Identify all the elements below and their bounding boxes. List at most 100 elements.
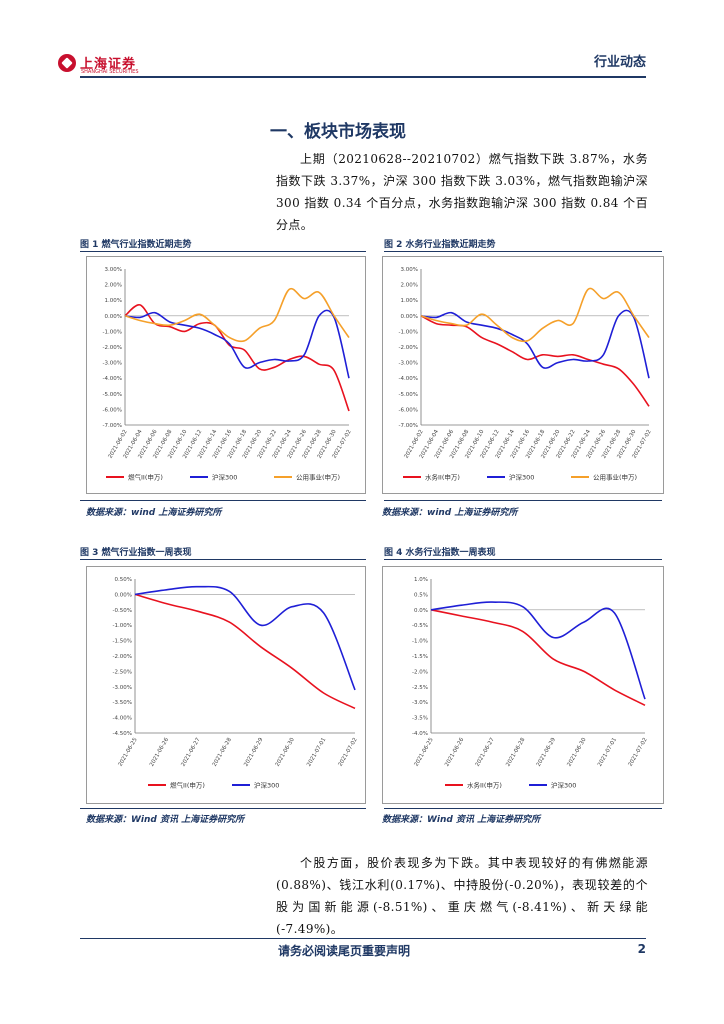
fig1-ytick-label: -1.00% bbox=[103, 329, 122, 335]
fig2-ytick-label: -4.00% bbox=[399, 376, 418, 382]
fig4-chart: 1.0% 0.5% 0.0% -0.5% -1.0% -1.5% -2.0% -2.5% -3.… bbox=[382, 566, 664, 804]
fig2-legend-label: 公用事业(申万) bbox=[593, 473, 637, 482]
fig3-ytick-label: -1.50% bbox=[113, 639, 132, 645]
fig3-ytick-label: 0.00% bbox=[115, 592, 132, 598]
fig1-ytick-label: 1.00% bbox=[105, 298, 122, 304]
fig3-legend-label: 燃气II(申万) bbox=[170, 781, 205, 790]
fig1-series-line-0 bbox=[124, 304, 350, 412]
fig3-title: 图 3 燃气行业指数一周表现 bbox=[80, 548, 192, 558]
fig3-series-line-0 bbox=[134, 593, 356, 710]
fig4-title: 图 4 水务行业指数一周表现 bbox=[384, 548, 496, 558]
fig4-xtick-label: 2021-06-25 bbox=[414, 737, 435, 768]
fig3-source: 数据来源：Wind 资讯 上海证券研究所 bbox=[86, 815, 245, 825]
fig3-xtick-label: 2021-07-01 bbox=[306, 737, 327, 768]
fig3-xtick-label: 2021-06-26 bbox=[149, 737, 170, 768]
fig4-ytick-label: -3.0% bbox=[412, 700, 428, 706]
fig2-ytick-label: -7.00% bbox=[399, 423, 418, 429]
fig2-ytick-label: -2.00% bbox=[399, 345, 418, 351]
fig1-ytick-label: -7.00% bbox=[103, 423, 122, 429]
logo-icon bbox=[58, 54, 76, 72]
fig4-ytick-label: -4.0% bbox=[412, 731, 428, 737]
fig4-ytick-label: -3.5% bbox=[412, 716, 428, 722]
fig3-src-rule bbox=[80, 808, 366, 809]
fig3-ytick-label: -2.00% bbox=[113, 654, 132, 660]
fig4-ytick-label: -0.5% bbox=[412, 623, 428, 629]
fig3-svg: 0.50% 0.00% -0.50% -1.00% -1.50% -2.00% -2.50%… bbox=[113, 577, 359, 790]
fig2-ytick-label: -5.00% bbox=[399, 392, 418, 398]
summary-paragraph: 上期（20210628--20210702）燃气指数下跌 3.87%，水务指数下… bbox=[276, 152, 648, 232]
fig1-ytick-label: -4.00% bbox=[103, 376, 122, 382]
logo-subtext: SHANGHAI SECURITIES bbox=[81, 69, 139, 75]
fig4-rule bbox=[384, 559, 662, 560]
logo-text: 上海证券 bbox=[80, 57, 137, 72]
fig3-ytick-label: -2.50% bbox=[113, 669, 132, 675]
fig2-ytick-label: 2.00% bbox=[401, 283, 418, 289]
fig2-series-line-2 bbox=[420, 287, 650, 343]
fig3-xtick-label: 2021-06-28 bbox=[212, 737, 233, 768]
fig4-ytick-label: 0.0% bbox=[414, 608, 428, 614]
fig3-xtick-label: 2021-06-29 bbox=[243, 737, 264, 768]
fig4-series-line-0 bbox=[430, 609, 646, 707]
fig2-ytick-label: 1.00% bbox=[401, 298, 418, 304]
fig2-ytick-label: 0.00% bbox=[401, 314, 418, 320]
fig3-xtick-label: 2021-06-30 bbox=[275, 737, 296, 768]
fig1-legend-label: 沪深300 bbox=[212, 473, 237, 482]
fig4-ytick-label: -1.5% bbox=[412, 654, 428, 660]
fig3-xtick-label: 2021-06-25 bbox=[118, 737, 139, 768]
fig3-series-line-1 bbox=[134, 585, 356, 691]
fig2-legend-label: 水务II(申万) bbox=[425, 473, 460, 482]
fig1-series-line-1 bbox=[124, 309, 350, 379]
fig2-ytick-label: -1.00% bbox=[399, 329, 418, 335]
fig3-legend-label: 沪深300 bbox=[254, 781, 279, 790]
fig4-source: 数据来源：Wind 资讯 上海证券研究所 bbox=[382, 815, 541, 825]
fig4-xtick-label: 2021-06-30 bbox=[566, 737, 587, 768]
fig4-xtick-label: 2021-07-01 bbox=[597, 737, 618, 768]
fig1-source: 数据来源：wind 上海证券研究所 bbox=[86, 508, 222, 518]
fig3-rule bbox=[80, 559, 366, 560]
fig1-ytick-label: -2.00% bbox=[103, 345, 122, 351]
fig2-ytick-label: -6.00% bbox=[399, 407, 418, 413]
report-category: 行业动态 bbox=[593, 55, 646, 70]
fig2-source: 数据来源：wind 上海证券研究所 bbox=[382, 508, 518, 518]
fig1-ytick-label: -3.00% bbox=[103, 361, 122, 367]
fig4-xtick-label: 2021-07-02 bbox=[628, 737, 649, 768]
fig2-series-line-0 bbox=[420, 315, 650, 407]
fig2-series-line-1 bbox=[420, 309, 650, 379]
fig1-svg: 3.00% 2.00% 1.00% 0.00% -1.00% -2.00% -3.00% -4… bbox=[103, 267, 353, 482]
fig4-series-line-1 bbox=[430, 601, 646, 700]
fig1-ytick-label: 3.00% bbox=[105, 267, 122, 273]
fig3-ytick-label: -1.00% bbox=[113, 623, 132, 629]
fig4-ytick-label: -1.0% bbox=[412, 639, 428, 645]
page-number: 2 bbox=[637, 942, 646, 956]
fig2-rule bbox=[384, 251, 662, 252]
fig4-src-rule bbox=[384, 808, 662, 809]
fig3-xtick-label: 2021-07-02 bbox=[338, 737, 359, 768]
fig3-chart: 0.50% 0.00% -0.50% -1.00% -1.50% -2.00% -2.50%… bbox=[86, 566, 366, 804]
fig1-chart: 3.00% 2.00% 1.00% 0.00% -1.00% -2.00% -3.00% -4… bbox=[86, 256, 366, 494]
fig4-xtick-label: 2021-06-29 bbox=[536, 737, 557, 768]
fig2-title: 图 2 水务行业指数近期走势 bbox=[384, 240, 496, 250]
fig3-ytick-label: -3.00% bbox=[113, 685, 132, 691]
fig3-ytick-label: -0.50% bbox=[113, 608, 132, 614]
footer-rule bbox=[80, 938, 646, 939]
fig1-title: 图 1 燃气行业指数近期走势 bbox=[80, 240, 192, 250]
fig2-src-rule bbox=[384, 500, 662, 501]
fig1-legend-label: 公用事业(申万) bbox=[296, 473, 340, 482]
fig4-ytick-label: -2.0% bbox=[412, 669, 428, 675]
fig2-svg: 3.00% 2.00% 1.00% 0.00% -1.00% -2.00% -3.00% -4… bbox=[399, 267, 653, 482]
fig3-ytick-label: -4.00% bbox=[113, 716, 132, 722]
fig3-ytick-label: -3.50% bbox=[113, 700, 132, 706]
fig4-legend-label: 沪深300 bbox=[551, 781, 576, 790]
fig4-xtick-label: 2021-06-26 bbox=[444, 737, 465, 768]
fig4-ytick-label: 1.0% bbox=[414, 577, 428, 583]
fig3-ytick-label: 0.50% bbox=[115, 577, 132, 583]
section-title: 一、板块市场表现 bbox=[270, 122, 406, 142]
fig1-rule bbox=[80, 251, 366, 252]
stocks-paragraph: 个股方面，股价表现多为下跌。其中表现较好的有佛燃能源(0.88%)、钱江水利(0… bbox=[276, 856, 648, 936]
fig2-legend-label: 沪深300 bbox=[509, 473, 534, 482]
fig1-ytick-label: -6.00% bbox=[103, 407, 122, 413]
fig3-xtick-label: 2021-06-27 bbox=[180, 737, 201, 768]
fig4-ytick-label: 0.5% bbox=[414, 592, 428, 598]
fig4-ytick-label: -2.5% bbox=[412, 685, 428, 691]
fig1-ytick-label: -5.00% bbox=[103, 392, 122, 398]
